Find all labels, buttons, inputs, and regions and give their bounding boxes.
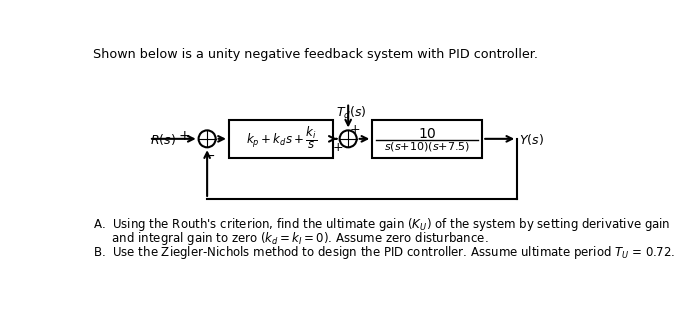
Text: A.  Using the Routh's criterion, find the ultimate gain ($\mathbf{\mathit{K_U}}$: A. Using the Routh's criterion, find the…: [93, 216, 671, 233]
Text: $+$: $+$: [177, 129, 190, 143]
Bar: [372, 120, 482, 158]
Text: $T_d(s)$: $T_d(s)$: [335, 105, 367, 121]
Text: $+$: $+$: [349, 123, 361, 136]
Text: $s(s{+}10)(s{+}7.5)$: $s(s{+}10)(s{+}7.5)$: [384, 140, 470, 153]
Text: $k_p + k_d s + \dfrac{k_i}{s}$: $k_p + k_d s + \dfrac{k_i}{s}$: [246, 124, 317, 151]
Text: $Y(s)$: $Y(s)$: [519, 132, 544, 147]
Text: and integral gain to zero ($k_d = k_I = 0$). Assume zero disturbance.: and integral gain to zero ($k_d = k_I = …: [93, 230, 489, 247]
Bar: [229, 120, 333, 158]
Text: B.  Use the Ziegler-Nichols method to design the PID controller. Assume ultimate: B. Use the Ziegler-Nichols method to des…: [93, 244, 675, 261]
Text: Shown below is a unity negative feedback system with PID controller.: Shown below is a unity negative feedback…: [93, 48, 538, 61]
Text: $10$: $10$: [418, 127, 436, 141]
Text: $+$: $+$: [332, 141, 343, 154]
Text: $R(s)$: $R(s)$: [150, 132, 175, 147]
Text: $-$: $-$: [204, 149, 215, 162]
